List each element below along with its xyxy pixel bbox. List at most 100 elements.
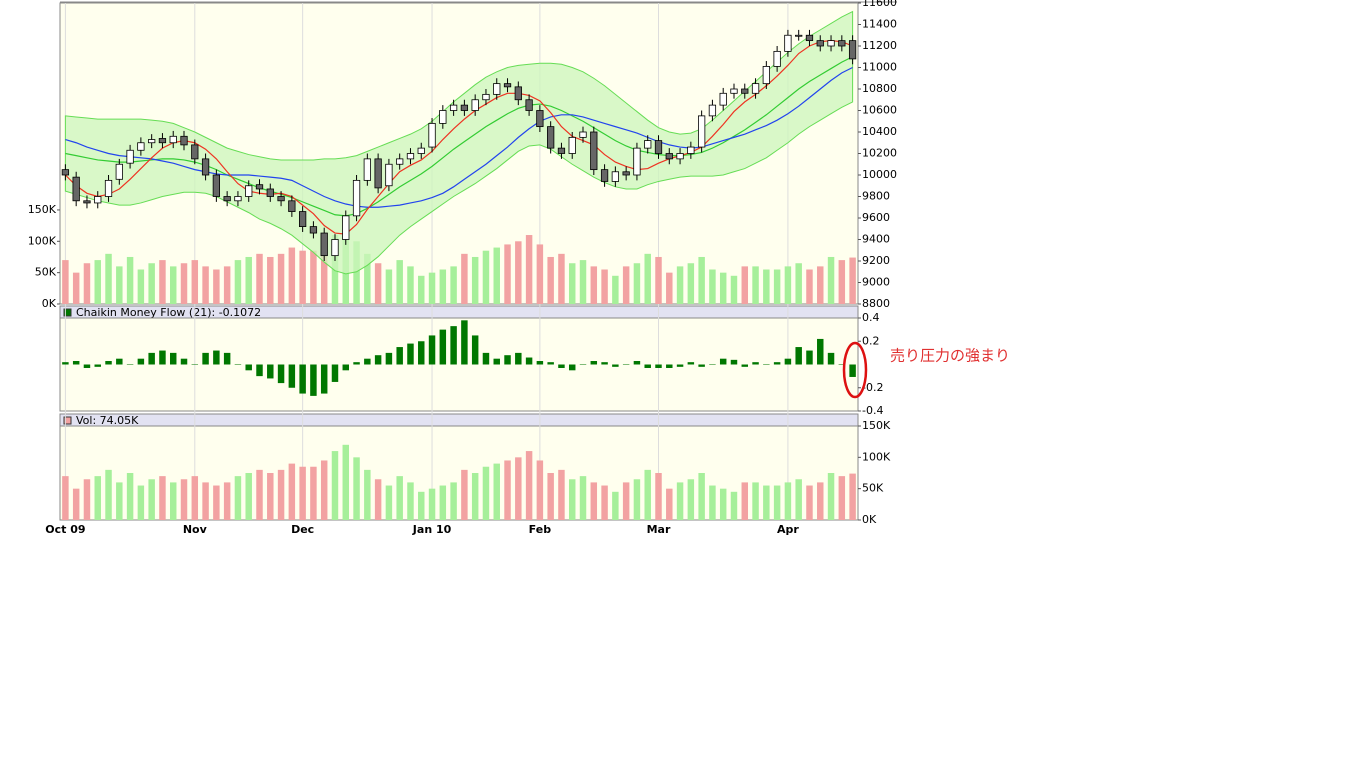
bar xyxy=(288,463,296,520)
volume-overlay-bar xyxy=(849,257,856,304)
candle-body xyxy=(784,34,792,52)
bar xyxy=(342,444,350,520)
bar xyxy=(169,352,177,365)
volume-overlay-bar xyxy=(223,266,231,304)
bar xyxy=(310,466,317,520)
volume-overlay-bar xyxy=(159,260,166,304)
bar xyxy=(773,362,781,365)
volume-overlay-bar xyxy=(126,256,134,304)
bar xyxy=(827,352,835,365)
bar xyxy=(439,485,447,520)
volume-overlay-bar xyxy=(698,256,705,304)
candle-body xyxy=(363,158,371,181)
bar xyxy=(418,341,425,365)
candle-body xyxy=(460,104,469,111)
bar xyxy=(493,358,500,365)
bar xyxy=(364,358,371,365)
candle-body xyxy=(762,66,770,85)
bar xyxy=(191,364,199,365)
volume-overlay-bar xyxy=(320,244,328,304)
volume-overlay-bar xyxy=(536,244,544,304)
volume-overlay-bar xyxy=(245,256,252,304)
bar xyxy=(698,364,705,367)
candle-body xyxy=(600,169,609,182)
candle-body xyxy=(687,146,695,154)
volume-overlay-bar xyxy=(180,263,188,304)
bar xyxy=(137,485,145,520)
bar xyxy=(838,364,846,365)
bar xyxy=(407,343,414,365)
volume-overlay-bar xyxy=(202,266,209,304)
candle-body xyxy=(148,139,156,144)
x-tick-label: Nov xyxy=(183,523,208,536)
cmf-title: Chaikin Money Flow (21): -0.1072 xyxy=(76,306,261,319)
volume-overlay-bar xyxy=(83,263,91,304)
bar xyxy=(267,364,274,379)
bar xyxy=(72,488,80,520)
candle-body xyxy=(72,176,80,202)
bar xyxy=(806,350,813,365)
volume-overlay-bar xyxy=(666,272,673,304)
candle-body xyxy=(611,171,619,182)
bar xyxy=(515,457,522,520)
y-tick-label: -0.2 xyxy=(862,381,883,394)
bar xyxy=(299,466,306,520)
volume-overlay-bar xyxy=(784,266,792,304)
volume-overlay-bar xyxy=(763,269,770,304)
bar xyxy=(547,362,554,365)
moving-average xyxy=(65,66,853,208)
bar xyxy=(169,482,177,520)
bar xyxy=(342,364,350,371)
highlight-ellipse xyxy=(842,341,868,399)
volume-overlay-bar xyxy=(568,263,576,304)
volume-overlay-bar xyxy=(806,269,813,304)
volume-overlay-bar xyxy=(72,272,80,304)
candle-body xyxy=(201,158,210,176)
bar xyxy=(741,482,749,520)
volume-overlay-bar xyxy=(191,260,199,304)
y-tick-label: 10600 xyxy=(862,104,897,117)
candle-body xyxy=(342,215,350,240)
candle-body xyxy=(590,131,598,171)
volume-overlay-bar xyxy=(655,256,662,304)
bar xyxy=(105,469,112,520)
candle-body xyxy=(191,144,199,160)
candle-body xyxy=(633,147,641,176)
bar xyxy=(752,482,759,520)
bar xyxy=(622,364,630,365)
candle-body xyxy=(795,34,803,37)
bar xyxy=(601,362,608,365)
bar xyxy=(687,362,695,365)
bar xyxy=(795,347,802,365)
bar xyxy=(83,479,91,520)
volume-overlay-bar xyxy=(515,241,522,304)
bar xyxy=(590,482,598,520)
y-tick-label: 150K xyxy=(862,419,891,432)
candle-body xyxy=(838,40,846,47)
y2-tick-label: 100K xyxy=(28,234,57,247)
bar xyxy=(105,361,112,365)
candle-body xyxy=(449,104,458,111)
volume-overlay-bar xyxy=(558,253,565,304)
candle-body xyxy=(654,140,663,154)
bar xyxy=(493,463,500,520)
volume-overlay-bar xyxy=(622,266,630,304)
candle-body xyxy=(406,153,415,160)
candle-body xyxy=(126,149,134,164)
y-tick-label: 11200 xyxy=(862,39,897,52)
bar xyxy=(256,469,263,520)
y-tick-label: 9800 xyxy=(862,190,890,203)
candle-body xyxy=(439,110,447,124)
volume-overlay-bar xyxy=(116,266,123,304)
candle-body xyxy=(644,140,652,149)
bar xyxy=(450,326,457,365)
bar xyxy=(148,479,155,520)
candle-body xyxy=(730,88,738,94)
annotation: 売り圧力の強まり xyxy=(890,347,1010,365)
bar xyxy=(536,460,544,520)
candle-body xyxy=(385,163,393,187)
y-tick-label: 9400 xyxy=(862,233,890,246)
volume-overlay-bar xyxy=(396,260,403,304)
candle-body xyxy=(180,135,188,146)
